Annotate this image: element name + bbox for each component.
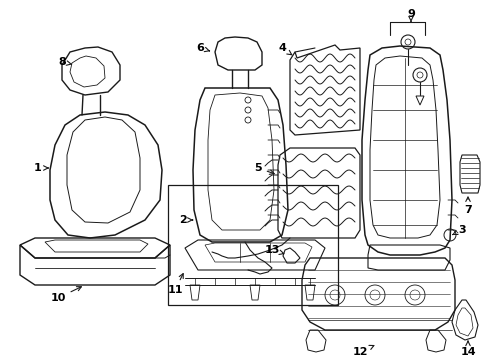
Text: 3: 3 (452, 225, 465, 235)
Text: 11: 11 (167, 274, 183, 295)
Text: 6: 6 (196, 43, 209, 53)
Text: 12: 12 (351, 345, 373, 357)
Text: 2: 2 (179, 215, 192, 225)
Text: 10: 10 (50, 287, 81, 303)
Text: 8: 8 (58, 57, 71, 67)
Text: 13: 13 (264, 245, 283, 255)
Bar (168, 185, 337, 305)
Text: 14: 14 (459, 341, 475, 357)
Text: 7: 7 (463, 197, 471, 215)
Text: 5: 5 (254, 163, 274, 174)
Text: 9: 9 (406, 9, 414, 22)
Text: 4: 4 (278, 43, 291, 55)
Text: 1: 1 (34, 163, 48, 173)
